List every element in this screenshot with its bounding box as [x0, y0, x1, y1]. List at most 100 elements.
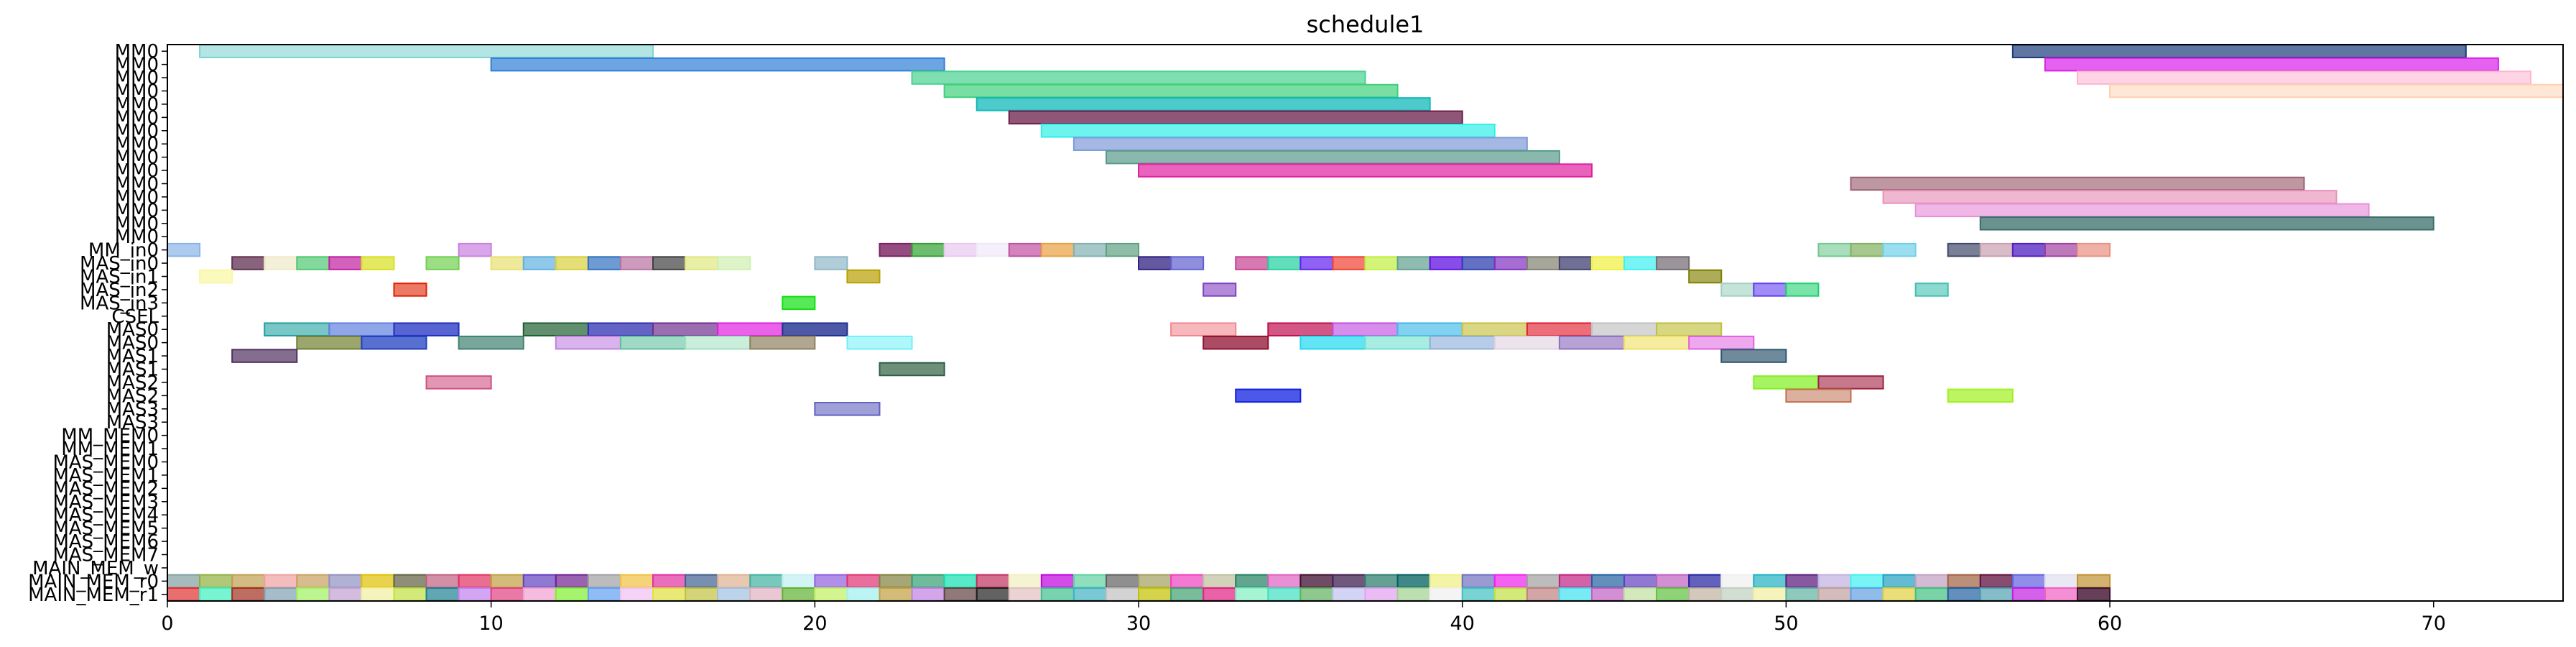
task-bar — [1364, 335, 1431, 350]
y-tick-label: MM0 — [115, 134, 159, 155]
y-tick-label: MAS_in2 — [80, 280, 159, 301]
task-bar — [1817, 574, 1852, 589]
task-bar — [911, 587, 945, 602]
task-bar — [555, 335, 621, 350]
task-bar — [749, 574, 784, 589]
y-tick-label: MAS0 — [106, 333, 159, 354]
task-bar — [1267, 322, 1334, 336]
task-bar — [1072, 137, 1528, 151]
task-bar — [846, 574, 881, 589]
y-tick-label: MAS_MEM2 — [52, 478, 159, 500]
task-bar — [587, 256, 621, 270]
task-bar — [296, 335, 363, 350]
task-bar — [2076, 70, 2531, 85]
task-bar — [879, 587, 913, 602]
y-tick-label: MAS_in3 — [80, 293, 159, 314]
task-bar — [587, 587, 621, 602]
task-bar — [1590, 574, 1626, 589]
task-bar — [458, 242, 492, 257]
task-bar — [1753, 283, 1787, 297]
task-bar — [522, 587, 557, 602]
task-bar — [1267, 256, 1302, 270]
task-bar — [1656, 256, 1690, 270]
task-bar — [1688, 335, 1755, 350]
task-bar — [1105, 150, 1560, 165]
task-bar — [1947, 388, 2014, 403]
task-bar — [1882, 190, 2338, 204]
task-bar — [555, 256, 589, 270]
task-bar — [1688, 574, 1723, 589]
y-tick-label: MAS_MEM0 — [52, 452, 159, 474]
task-bar — [1203, 587, 1237, 602]
task-bar — [1429, 335, 1496, 350]
x-axis-ticks: 0 10 20 30 40 50 60 70 — [161, 601, 2446, 635]
y-tick-label: MAS1 — [106, 346, 159, 367]
y-tick-label: MM_in0 — [88, 240, 159, 262]
y-tick-label: MAIN_MEM_r1 — [28, 584, 159, 606]
task-bar — [1914, 203, 2370, 218]
task-bar — [328, 256, 363, 270]
task-bar — [1526, 322, 1593, 336]
task-bar — [231, 349, 298, 363]
task-bar — [1072, 574, 1107, 589]
task-bar — [361, 587, 395, 602]
task-bar — [1138, 163, 1593, 178]
task-bar — [1138, 574, 1172, 589]
task-bar — [1623, 335, 1690, 350]
task-bar — [1785, 388, 1852, 403]
task-bar — [1947, 242, 1981, 257]
y-tick-label: MAS_in0 — [80, 253, 159, 275]
task-bar — [1235, 256, 1269, 270]
task-bar — [328, 574, 363, 589]
task-bar — [1656, 322, 1723, 336]
task-bar — [1008, 587, 1042, 602]
task-bar — [199, 44, 654, 58]
y-tick-label: CSEL — [111, 306, 159, 328]
task-bar — [652, 322, 719, 336]
y-tick-label: MM0 — [115, 187, 159, 208]
task-bar — [587, 574, 621, 589]
task-bar — [2044, 57, 2499, 72]
y-tick-label: MM0 — [115, 68, 159, 89]
task-bar — [1785, 283, 1820, 297]
task-bar — [2044, 242, 2078, 257]
task-bar — [1753, 375, 1820, 390]
task-bar — [976, 587, 1010, 602]
task-bar — [782, 295, 816, 311]
task-bar — [1882, 587, 1917, 602]
task-bar — [458, 335, 524, 350]
task-bar — [361, 574, 395, 589]
task-bar — [1979, 216, 2434, 231]
task-bar — [1785, 587, 1820, 602]
task-bar — [2011, 44, 2467, 58]
task-bar — [296, 256, 330, 270]
task-bar — [814, 587, 848, 602]
task-bar — [1558, 256, 1593, 270]
y-tick-label: MM_MEM0 — [61, 426, 159, 447]
task-bar — [1720, 587, 1755, 602]
task-bar — [717, 256, 751, 270]
task-bar — [1072, 587, 1107, 602]
task-bar — [814, 574, 848, 589]
x-tick-label: 0 — [161, 612, 173, 635]
task-bar — [1526, 574, 1560, 589]
plot-frame — [167, 44, 2564, 602]
task-bar — [1688, 269, 1723, 284]
task-bar — [911, 574, 945, 589]
y-tick-label: MM0 — [115, 226, 159, 248]
task-bar — [652, 587, 687, 602]
task-bar — [490, 57, 945, 72]
task-bar — [199, 574, 233, 589]
task-bar — [1558, 335, 1626, 350]
task-bar — [393, 322, 460, 336]
task-bar — [1526, 256, 1560, 270]
task-bar — [943, 242, 978, 257]
task-bar — [976, 97, 1431, 111]
task-bar — [1072, 242, 1107, 257]
task-bar — [1493, 574, 1528, 589]
task-bar — [2011, 574, 2046, 589]
task-bar — [1203, 574, 1237, 589]
task-bar — [1364, 256, 1399, 270]
task-bar — [231, 587, 266, 602]
